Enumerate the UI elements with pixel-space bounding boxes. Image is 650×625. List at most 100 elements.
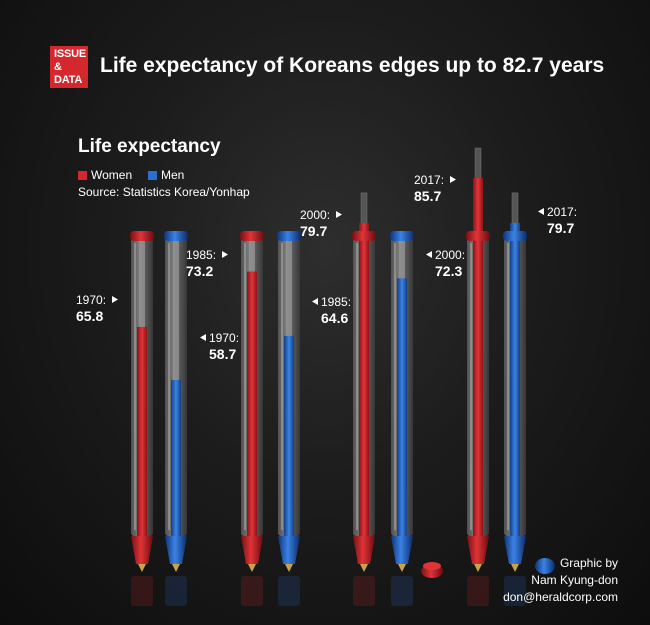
loose-cap-women [421,562,443,578]
bar-women-2000 [359,222,369,536]
label-value: 79.7 [300,223,327,239]
pen-empty-refill [139,241,145,327]
pen-grip [391,536,413,564]
bar-men-1985 [284,335,294,536]
pen-tip [474,564,482,572]
label-year: 1985: [186,248,216,262]
pen-reflection [353,576,375,606]
data-label-4: 2000:79.7 [300,208,342,239]
pen-top-cap [352,231,376,241]
pen-tip [285,564,293,572]
pen-highlight [507,243,509,530]
label-value: 85.7 [414,188,441,204]
legend-women-label: Women [91,168,133,182]
label-value: 65.8 [76,308,103,324]
pen-women-2000 [352,192,376,606]
pen-reflection [504,576,526,606]
pen-tip [360,564,368,572]
label-arrow [538,208,544,215]
label-arrow [112,296,118,303]
pen-top-cap [240,231,264,241]
label-value: 58.7 [209,346,236,362]
pen-men-1985 [277,231,301,606]
data-label-0: 1970:65.8 [76,293,118,324]
data-label-2: 1985:73.2 [186,248,228,279]
badge-line-2: & DATA [54,60,83,86]
pen-reflection [467,576,489,606]
pen-empty-refill [249,241,255,272]
data-label-5: 2000:72.3 [426,248,465,279]
pen-highlight [168,243,170,530]
pen-men-2000 [390,231,414,606]
label-year: 2000: [435,248,465,262]
pen-highlight [394,243,396,530]
label-year: 2017: [414,173,444,187]
legend-men: Men [148,168,184,182]
bar-women-2017 [473,178,483,536]
data-label-1: 1970:58.7 [200,331,239,362]
pen-tip [398,564,406,572]
pen-top-cap [390,231,414,241]
pen-empty-refill [173,241,179,381]
pen-top-cap [466,231,490,241]
badge-line-1: ISSUE [54,47,87,60]
loose-cap-men [535,558,555,574]
pen-women-1970 [130,231,154,606]
pen-tip [172,564,180,572]
bar-men-2000 [397,278,407,536]
label-year: 1985: [321,295,351,309]
pen-reflection [391,576,413,606]
label-year: 2000: [300,208,330,222]
pen-grip [165,536,187,564]
pen-reflection [131,576,153,606]
bar-women-1985 [247,271,257,536]
pen-grip [241,536,263,564]
label-arrow [426,251,432,258]
legend-women: Women [78,168,132,182]
pen-top-cap [503,231,527,241]
label-arrow [336,211,342,218]
credit-line-3: don@heraldcorp.com [503,590,618,604]
label-arrow [222,251,228,258]
pen-highlight [281,243,283,530]
data-label-6: 2017:85.7 [414,173,456,204]
credit-line-2: Nam Kyung-don [531,573,618,587]
label-year: 2017: [547,205,577,219]
credit-line-1: Graphic by [559,556,618,570]
pen-grip [504,536,526,564]
pen-grip [278,536,300,564]
label-value: 72.3 [435,263,462,279]
data-label-7: 2017:79.7 [538,205,577,236]
pen-reflection [278,576,300,606]
pen-men-1970 [164,231,188,606]
pen-grip [467,536,489,564]
pen-grip [131,536,153,564]
legend-men-label: Men [161,168,185,182]
pen-top-cap [277,231,301,241]
bar-women-1970 [137,326,147,536]
pen-highlight [470,243,472,530]
label-year: 1970: [209,331,239,345]
label-value: 79.7 [547,220,574,236]
pen-men-2017 [503,192,527,606]
pen-empty-refill [286,241,292,336]
bar-men-2017 [510,222,520,536]
pen-tip [138,564,146,572]
page-title: Life expectancy of Koreans edges up to 8… [100,54,605,77]
chart-title: Life expectancy [78,136,221,157]
label-year: 1970: [76,293,106,307]
label-arrow [312,298,318,305]
legend-women-swatch [78,170,87,180]
pen-tip [248,564,256,572]
pen-women-1985 [240,231,264,606]
source-note: Source: Statistics Korea/Yonhap [78,185,250,199]
pen-highlight [244,243,246,530]
legend-men-swatch [148,170,157,180]
label-arrow [200,334,206,341]
pen-women-2017 [466,147,490,606]
label-arrow [450,176,456,183]
pen-empty-refill [399,241,405,279]
data-label-3: 1985:64.6 [312,295,351,326]
pen-grip [353,536,375,564]
